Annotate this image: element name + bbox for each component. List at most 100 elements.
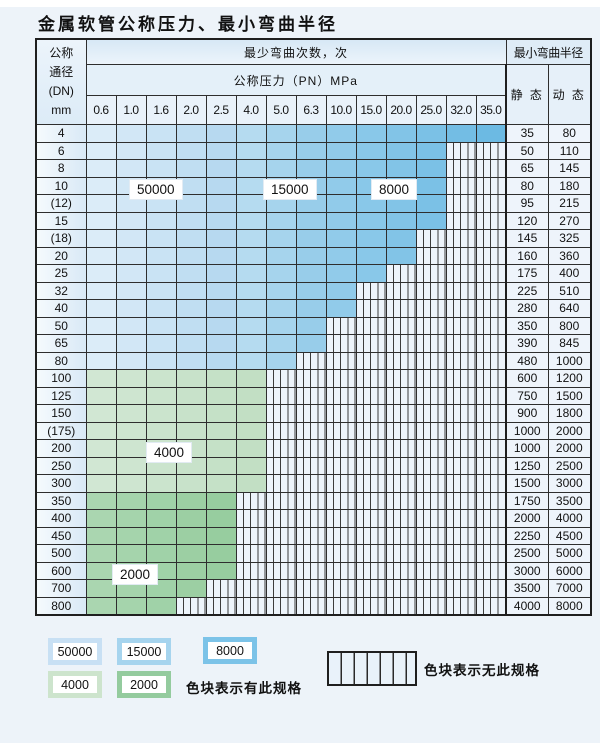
dn-cell: 500 <box>35 544 87 563</box>
static-radius-cell: 480 <box>505 351 549 370</box>
legend-chip-4000-label: 4000 <box>53 676 97 693</box>
spec-cell-available <box>235 439 267 458</box>
spec-cell-unavailable <box>325 369 357 388</box>
spec-cell-available <box>85 369 117 388</box>
spec-cell-available <box>235 474 267 493</box>
spec-cell-available <box>355 246 387 265</box>
spec-cell-unavailable <box>385 369 417 388</box>
spec-cell-available <box>145 421 177 440</box>
spec-cell-available <box>205 176 237 195</box>
spec-cell-unavailable <box>475 316 507 335</box>
spec-cell-available <box>385 229 417 248</box>
legend-chip-8000: 8000 <box>203 637 257 664</box>
spec-cell-available <box>295 124 327 143</box>
spec-cell-unavailable <box>445 474 477 493</box>
spec-cell-unavailable <box>355 474 387 493</box>
corner-line-4: mm <box>51 103 72 117</box>
spec-cell-unavailable <box>385 456 417 475</box>
cycle-label-2000: 2000 <box>112 564 159 585</box>
spec-cell-unavailable <box>385 386 417 405</box>
dn-cell: 400 <box>35 509 87 528</box>
spec-cell-available <box>145 334 177 353</box>
spec-cell-unavailable <box>235 579 267 598</box>
spec-cell-unavailable <box>445 334 477 353</box>
spec-cell-available <box>115 474 147 493</box>
spec-cell-available <box>175 141 207 160</box>
spec-cell-available <box>385 159 417 178</box>
spec-cell-available <box>235 316 267 335</box>
spec-cell-unavailable <box>355 351 387 370</box>
spec-cell-available <box>355 159 387 178</box>
spec-cell-available <box>115 334 147 353</box>
spec-cell-available <box>175 491 207 510</box>
spec-cell-available <box>235 159 267 178</box>
spec-cell-available <box>415 159 447 178</box>
dynamic-radius-cell: 640 <box>547 299 592 318</box>
spec-cell-unavailable <box>235 561 267 580</box>
spec-cell-available <box>205 159 237 178</box>
spec-cell-available <box>205 334 237 353</box>
spec-cell-available <box>205 526 237 545</box>
spec-cell-available <box>85 246 117 265</box>
spec-cell-available <box>415 141 447 160</box>
spec-cell-available <box>115 369 147 388</box>
spec-cell-unavailable <box>265 404 297 423</box>
spec-cell-unavailable <box>325 596 357 615</box>
spec-cell-unavailable <box>415 229 447 248</box>
spec-cell-available <box>205 316 237 335</box>
spec-cell-unavailable <box>325 509 357 528</box>
spec-cell-available <box>265 334 297 353</box>
spec-cell-unavailable <box>355 561 387 580</box>
spec-cell-available <box>145 369 177 388</box>
spec-cell-unavailable <box>445 316 477 335</box>
spec-cell-available <box>115 596 147 615</box>
dn-cell: 300 <box>35 474 87 493</box>
pressure-column-header: 2.0 <box>175 95 207 125</box>
static-radius-cell: 1000 <box>505 439 549 458</box>
spec-cell-available <box>265 246 297 265</box>
static-radius-cell: 600 <box>505 369 549 388</box>
spec-cell-available <box>145 124 177 143</box>
spec-cell-available <box>265 264 297 283</box>
spec-cell-unavailable <box>295 351 327 370</box>
spec-cell-unavailable <box>445 421 477 440</box>
static-radius-cell: 390 <box>505 334 549 353</box>
spec-cell-unavailable <box>265 474 297 493</box>
spec-cell-unavailable <box>295 561 327 580</box>
pressure-column-header: 35.0 <box>475 95 507 125</box>
spec-cell-available <box>85 316 117 335</box>
static-radius-cell: 1750 <box>505 491 549 510</box>
pressure-column-header: 15.0 <box>355 95 387 125</box>
spec-cell-unavailable <box>445 194 477 213</box>
spec-cell-unavailable <box>445 299 477 318</box>
dynamic-radius-cell: 360 <box>547 246 592 265</box>
spec-cell-available <box>205 281 237 300</box>
spec-cell-available <box>235 141 267 160</box>
spec-cell-unavailable <box>295 386 327 405</box>
spec-cell-available <box>145 491 177 510</box>
spec-cell-unavailable <box>475 421 507 440</box>
table-row: 25 175 400 <box>35 264 592 283</box>
spec-cell-available <box>85 491 117 510</box>
spec-cell-available <box>325 299 357 318</box>
cycle-label-50000: 50000 <box>129 179 183 200</box>
spec-cell-unavailable <box>415 421 447 440</box>
spec-cell-available <box>205 456 237 475</box>
table-row: 125 750 1500 <box>35 386 592 405</box>
dn-cell: 100 <box>35 369 87 388</box>
spec-cell-available <box>175 299 207 318</box>
spec-cell-unavailable <box>415 561 447 580</box>
spec-cell-unavailable <box>415 334 447 353</box>
dynamic-radius-cell: 1000 <box>547 351 592 370</box>
legend-chip-15000: 15000 <box>117 638 171 665</box>
spec-cell-unavailable <box>235 526 267 545</box>
spec-cell-unavailable <box>295 404 327 423</box>
spec-cell-available <box>295 141 327 160</box>
spec-cell-available <box>355 124 387 143</box>
spec-cell-unavailable <box>445 456 477 475</box>
spec-cell-available <box>175 474 207 493</box>
spec-cell-unavailable <box>265 561 297 580</box>
pressure-column-header: 25.0 <box>415 95 447 125</box>
spec-cell-available <box>145 211 177 230</box>
spec-cell-unavailable <box>415 369 447 388</box>
